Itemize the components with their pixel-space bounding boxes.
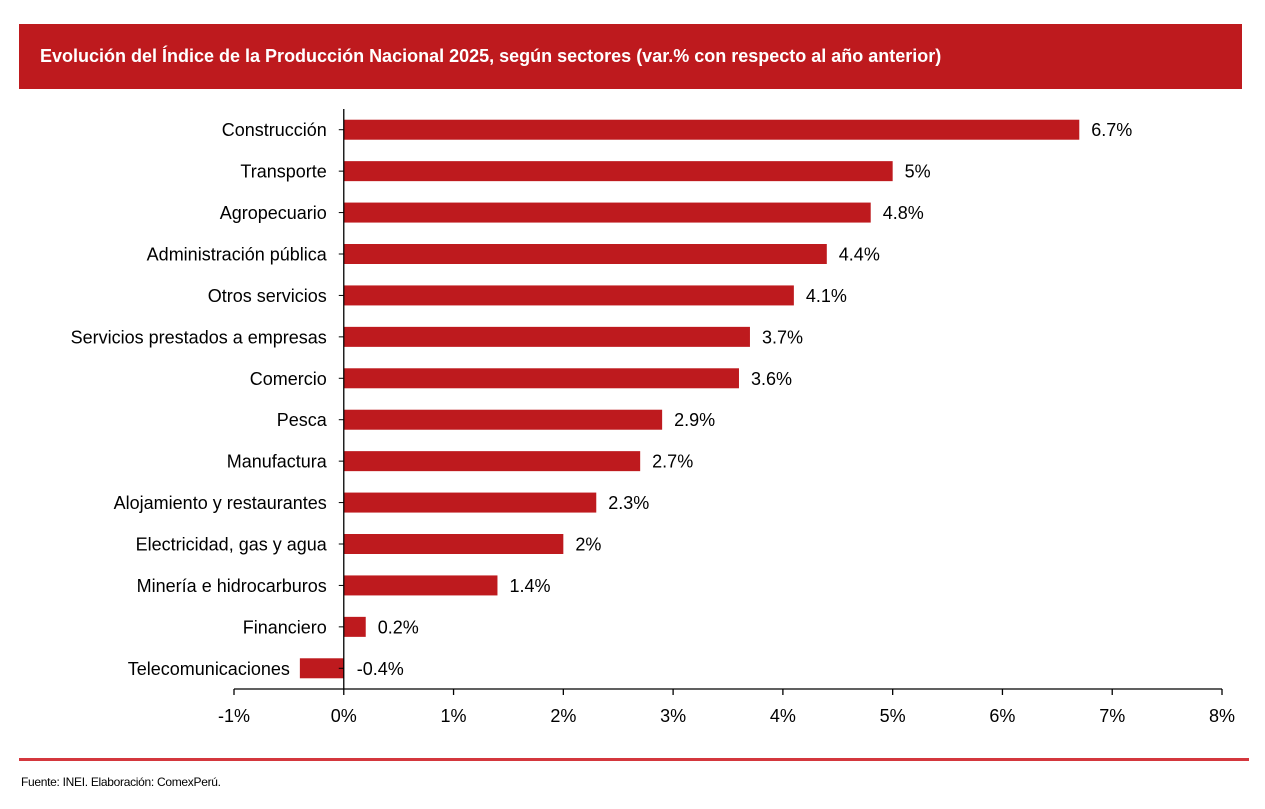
category-label: Manufactura	[227, 452, 328, 472]
category-label: Pesca	[277, 410, 328, 430]
footer-divider	[19, 758, 1249, 761]
data-label: 2.9%	[674, 410, 715, 430]
x-tick-label: 0%	[331, 706, 357, 726]
x-tick-label: 8%	[1209, 706, 1235, 726]
bar	[343, 409, 663, 430]
x-tick-label: 6%	[989, 706, 1015, 726]
bar	[343, 451, 641, 472]
bar	[299, 658, 344, 679]
bar	[343, 244, 827, 264]
category-label: Otros servicios	[208, 286, 327, 306]
category-label: Agropecuario	[220, 203, 327, 223]
x-tick-label: 4%	[770, 706, 796, 726]
category-label: Minería e hidrocarburos	[137, 576, 327, 596]
data-label: 4.1%	[806, 286, 847, 306]
source-note: Fuente: INEI. Elaboración: ComexPerú.	[21, 775, 221, 789]
category-label: Construcción	[222, 120, 327, 140]
category-label: Transporte	[240, 162, 326, 182]
bar	[343, 492, 597, 513]
category-label: Electricidad, gas y agua	[136, 535, 328, 555]
bar	[343, 161, 893, 182]
bar	[343, 326, 750, 347]
bar	[343, 202, 871, 223]
bar	[343, 368, 739, 389]
data-label: 2.3%	[608, 493, 649, 513]
data-label: 3.6%	[751, 369, 792, 389]
data-label: 2%	[575, 535, 601, 555]
data-label: 4.4%	[839, 245, 880, 265]
data-label: 0.2%	[378, 617, 419, 637]
chart-header: Evolución del Índice de la Producción Na…	[19, 24, 1242, 89]
x-tick-label: 5%	[880, 706, 906, 726]
category-label: Financiero	[243, 617, 327, 637]
x-tick-label: 7%	[1099, 706, 1125, 726]
bar	[343, 616, 366, 637]
category-label: Alojamiento y restaurantes	[114, 493, 327, 513]
data-label: 6.7%	[1091, 120, 1132, 140]
data-label: 4.8%	[883, 203, 924, 223]
category-label: Administración pública	[147, 245, 328, 265]
bar	[343, 534, 564, 554]
x-tick-label: 1%	[441, 706, 467, 726]
x-tick-label: 2%	[550, 706, 576, 726]
category-label: Comercio	[250, 369, 327, 389]
bar	[343, 575, 498, 596]
data-label: -0.4%	[357, 659, 404, 679]
bar	[343, 119, 1080, 140]
bar	[343, 285, 794, 306]
data-label: 5%	[905, 162, 931, 182]
data-label: 2.7%	[652, 452, 693, 472]
category-label: Telecomunicaciones	[128, 659, 290, 679]
category-label: Servicios prestados a empresas	[71, 327, 327, 347]
data-label: 3.7%	[762, 327, 803, 347]
x-tick-label: 3%	[660, 706, 686, 726]
chart-title: Evolución del Índice de la Producción Na…	[40, 46, 942, 66]
data-label: 1.4%	[509, 576, 550, 596]
x-tick-label: -1%	[218, 706, 250, 726]
